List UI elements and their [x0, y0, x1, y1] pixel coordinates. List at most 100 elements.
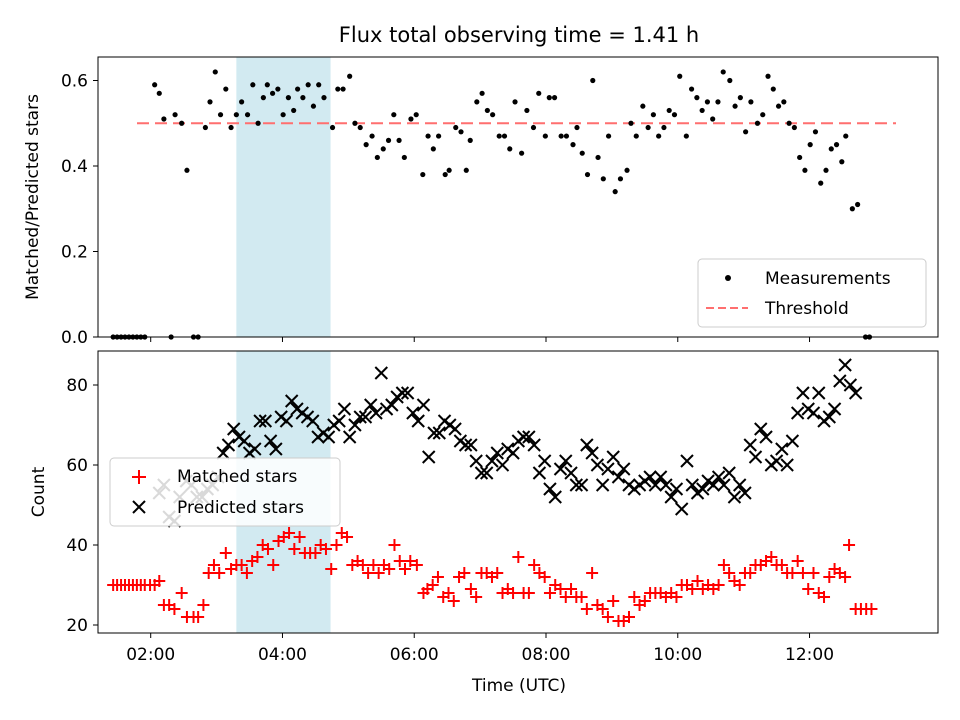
measurement-point — [617, 176, 624, 182]
measurement-point — [396, 137, 402, 143]
y-tick-label: 80 — [66, 376, 88, 396]
predicted-star-marker — [395, 386, 410, 400]
matched-star-marker — [802, 583, 815, 595]
x-tick-label: 06:00 — [390, 645, 439, 665]
matched-star-marker — [807, 567, 820, 579]
measurement-point — [843, 133, 849, 139]
measurement-point — [250, 82, 256, 88]
predicted-star-marker — [827, 402, 842, 416]
measurement-point — [828, 146, 834, 152]
predicted-star-marker — [564, 466, 578, 480]
predicted-star-marker — [490, 446, 504, 460]
predicted-star-marker — [685, 478, 699, 492]
measurement-point — [855, 201, 861, 208]
predicted-star-marker — [321, 430, 336, 444]
matched-star-marker — [447, 595, 460, 607]
matched-star-marker — [207, 559, 220, 571]
measurement-point — [699, 107, 705, 114]
measurement-point — [260, 95, 266, 101]
predicted-star-marker — [696, 482, 710, 496]
predicted-star-marker — [464, 438, 478, 452]
measurement-point — [446, 167, 452, 173]
predicted-star-marker — [227, 422, 241, 436]
measurement-point — [347, 73, 353, 79]
x-tick-label: 02:00 — [126, 645, 175, 665]
matched-star-marker — [575, 591, 588, 603]
predicted-star-marker — [590, 458, 605, 472]
matched-star-marker — [240, 567, 253, 579]
predicted-star-marker — [738, 486, 752, 500]
matched-star-marker — [399, 563, 412, 575]
measurement-point — [650, 112, 656, 118]
predicted-star-marker — [675, 502, 689, 516]
matched-star-marker — [796, 567, 809, 579]
measurement-point — [202, 124, 208, 131]
measurement-point — [305, 82, 311, 88]
measurement-point — [590, 77, 596, 84]
predicted-star-marker — [722, 466, 736, 480]
measurement-point — [558, 133, 564, 139]
x-tick-label: 12:00 — [785, 645, 834, 665]
predicted-star-marker — [516, 430, 531, 444]
x-tick-label: 08:00 — [522, 645, 571, 665]
predicted-star-marker — [822, 410, 837, 424]
matched-star-marker — [426, 579, 439, 591]
matched-star-marker — [775, 559, 788, 571]
measurement-point — [595, 154, 601, 161]
matched-star-marker — [628, 591, 641, 603]
matched-star-marker — [638, 595, 651, 607]
predicted-star-marker — [385, 398, 399, 412]
measurement-point — [233, 112, 239, 118]
measurement-point — [316, 82, 322, 88]
measurement-point — [786, 120, 792, 126]
predicted-star-marker — [469, 454, 483, 468]
y-tick-label: 0.6 — [61, 72, 88, 92]
measurement-point — [479, 90, 485, 96]
measurement-point — [536, 90, 542, 96]
measurement-point — [408, 116, 414, 122]
predicted-star-marker — [574, 478, 589, 492]
measurement-point — [420, 171, 426, 178]
chart-title: Flux total observing time = 1.41 h — [339, 23, 699, 47]
matched-star-marker — [717, 559, 730, 571]
y-tick-label: 20 — [66, 616, 88, 636]
measurement-point — [671, 112, 678, 118]
matched-star-marker — [712, 579, 725, 591]
measurement-point — [633, 133, 639, 139]
legend-measurements-label: Measurements — [765, 269, 891, 289]
matched-star-marker — [404, 555, 417, 567]
predicted-star-marker — [237, 434, 251, 448]
measurement-point — [291, 107, 297, 114]
top-legend: Measurements Threshold — [697, 258, 927, 328]
measurement-point — [579, 150, 585, 156]
measurement-point — [391, 112, 397, 118]
measurement-point — [612, 189, 618, 195]
measurement-point — [551, 95, 558, 101]
matched-star-marker — [309, 547, 322, 559]
measurement-point — [161, 116, 167, 122]
measurement-point — [458, 129, 464, 135]
bottom-plot-frame — [97, 350, 939, 634]
predicted-star-marker — [416, 398, 431, 412]
measurement-point — [207, 99, 213, 105]
measurement-point — [645, 124, 651, 131]
measurement-point — [363, 142, 369, 148]
measurement-point — [228, 124, 234, 131]
predicted-star-marker — [833, 374, 847, 388]
matched-star-marker — [267, 559, 280, 571]
matched-star-marker — [765, 551, 778, 563]
predicted-star-marker — [769, 454, 784, 468]
predicted-star-marker — [532, 466, 547, 480]
matched-star-marker — [372, 567, 385, 579]
measurement-point — [802, 167, 808, 173]
bottom-y-axis-label: Count — [29, 466, 49, 517]
measurement-point — [584, 171, 591, 178]
predicted-star-marker — [353, 410, 367, 424]
measurement-point — [369, 133, 375, 139]
measurement-point — [401, 154, 407, 161]
predicted-star-marker — [474, 466, 489, 480]
measurement-point — [628, 120, 634, 126]
matched-stars-points — [107, 527, 878, 627]
